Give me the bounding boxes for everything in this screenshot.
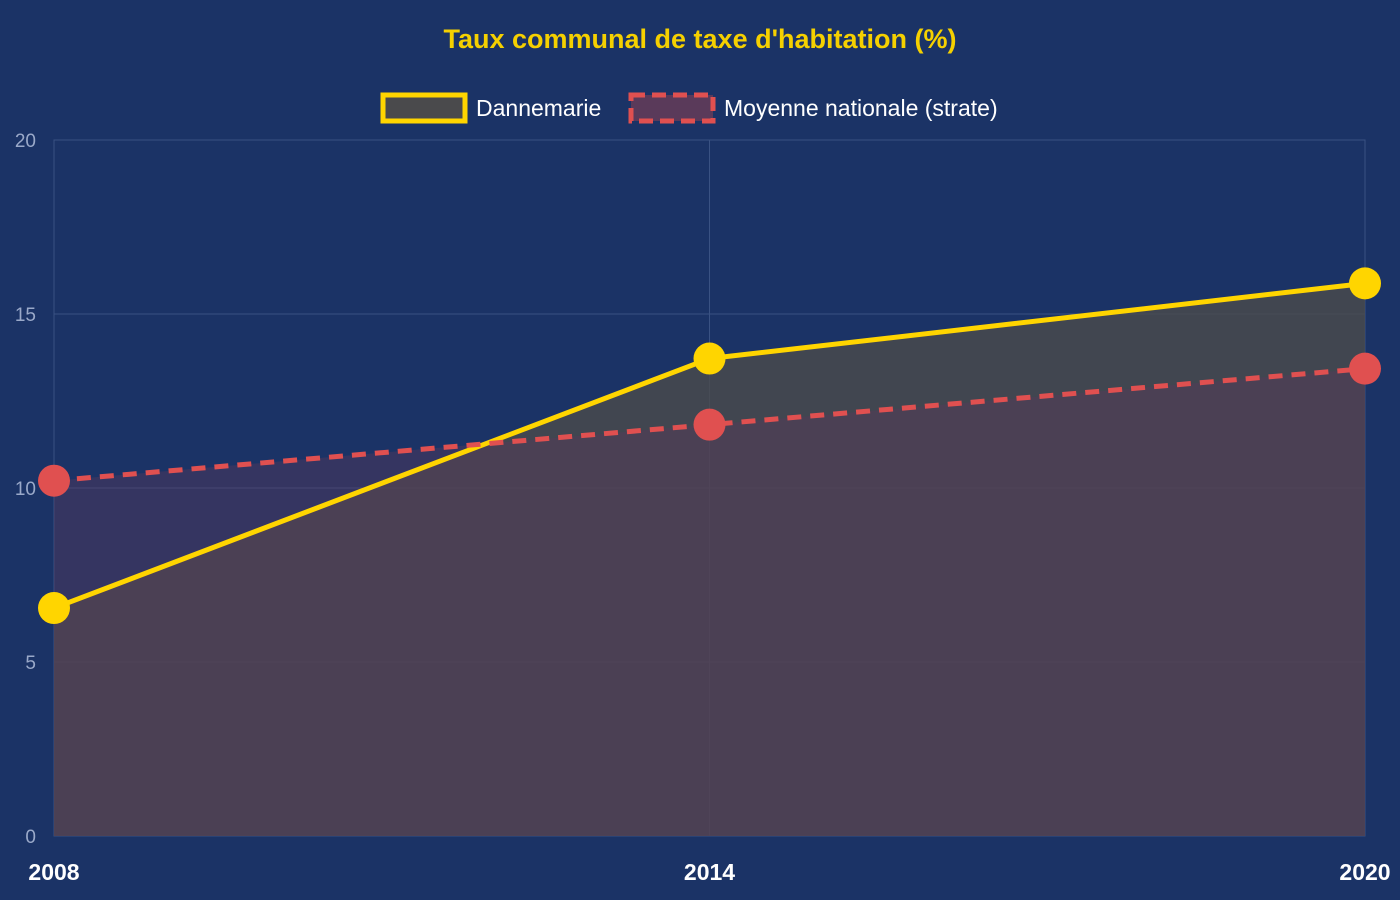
legend: Dannemarie Moyenne nationale (strate) xyxy=(380,92,998,124)
x-tick-label: 2020 xyxy=(1339,859,1390,885)
y-tick-label: 5 xyxy=(25,653,36,674)
chart-title: Taux communal de taxe d'habitation (%) xyxy=(444,24,957,54)
data-point-dannemarie[interactable] xyxy=(693,342,726,375)
series xyxy=(38,267,1381,837)
x-tick-label: 2008 xyxy=(28,859,79,885)
legend-swatch-dannemarie xyxy=(380,92,468,124)
legend-label-dannemarie[interactable]: Dannemarie xyxy=(476,95,601,121)
data-point-dannemarie[interactable] xyxy=(38,592,70,625)
x-tick-label: 2014 xyxy=(684,859,735,885)
data-point-moyenne[interactable] xyxy=(38,464,70,497)
area-dannemarie xyxy=(54,283,1365,837)
y-tick-label: 0 xyxy=(25,827,36,848)
legend-swatch-moyenne xyxy=(628,92,716,124)
data-point-moyenne[interactable] xyxy=(1349,352,1381,385)
y-tick-label: 20 xyxy=(15,131,36,152)
y-tick-label: 15 xyxy=(15,305,36,326)
legend-label-moyenne[interactable]: Moyenne nationale (strate) xyxy=(724,95,998,121)
axes: 0 5 10 15 20 2008 2014 2020 xyxy=(15,131,1391,885)
data-point-dannemarie[interactable] xyxy=(1349,267,1381,300)
y-tick-label: 10 xyxy=(15,479,36,500)
data-point-moyenne[interactable] xyxy=(693,408,726,441)
